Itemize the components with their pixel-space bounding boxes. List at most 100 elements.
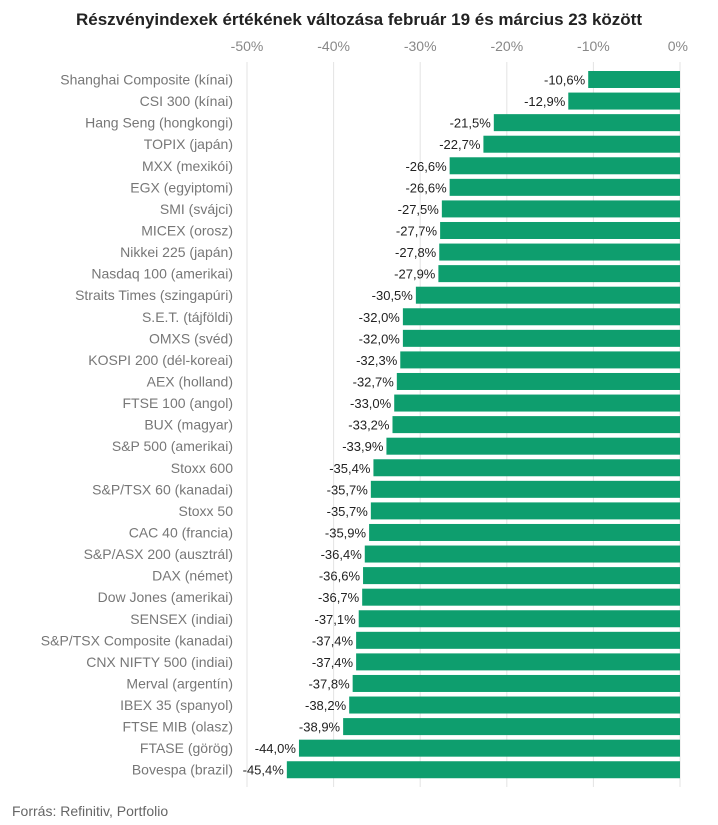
category-label: FTSE 100 (angol) — [123, 395, 234, 411]
value-label: -44,0% — [255, 741, 297, 756]
category-label: S&P/TSX Composite (kanadai) — [41, 632, 233, 648]
source-note: Forrás: Refinitiv, Portfolio — [12, 803, 169, 819]
x-tick-label: 0% — [668, 38, 688, 54]
category-label: S&P 500 (amerikai) — [112, 438, 233, 454]
value-label: -32,0% — [359, 310, 401, 325]
bar — [298, 739, 680, 757]
value-labels: -10,6% -12,9% -21,5% -22,7% -26,6% -26,6% -27,… — [243, 73, 586, 778]
value-label: -27,8% — [395, 245, 437, 260]
category-label: Dow Jones (amerikai) — [98, 589, 233, 605]
value-label: -10,6% — [544, 73, 586, 88]
value-label: -12,9% — [524, 94, 566, 109]
value-label: -36,6% — [319, 569, 361, 584]
category-label: TOPIX (japán) — [144, 136, 233, 152]
value-label: -33,9% — [342, 439, 384, 454]
value-label: -45,4% — [243, 763, 285, 778]
category-label: SMI (svájci) — [160, 201, 233, 217]
bar — [358, 610, 680, 628]
bar — [356, 653, 680, 671]
category-label: MXX (mexikói) — [142, 158, 233, 174]
bar — [440, 221, 680, 239]
category-label: EGX (egyiptomi) — [130, 179, 233, 195]
bar — [352, 674, 680, 692]
category-label: Straits Times (szingapúri) — [75, 287, 233, 303]
bar — [449, 178, 680, 196]
category-labels: Shanghai Composite (kínai) CSI 300 (kínai… — [41, 72, 233, 778]
value-label: -35,4% — [329, 461, 371, 476]
category-label: AEX (holland) — [147, 373, 233, 389]
x-tick-label: -20% — [490, 38, 523, 54]
bar — [438, 265, 680, 283]
value-label: -35,9% — [325, 525, 367, 540]
x-tick-label: -40% — [317, 38, 350, 54]
bar — [356, 631, 680, 649]
bar — [449, 157, 680, 175]
category-label: FTASE (görög) — [140, 740, 233, 756]
category-label: CSI 300 (kínai) — [140, 93, 233, 109]
category-label: IBEX 35 (spanyol) — [120, 697, 233, 713]
category-label: Stoxx 50 — [179, 503, 234, 519]
category-label: MICEX (orosz) — [141, 222, 233, 238]
bar — [369, 523, 680, 541]
bar — [439, 243, 680, 261]
category-label: Hang Seng (hongkongi) — [85, 115, 233, 131]
bar — [392, 416, 680, 434]
category-label: SENSEX (indiai) — [130, 611, 233, 627]
bar — [588, 71, 680, 88]
value-label: -35,7% — [327, 504, 369, 519]
value-label: -36,7% — [318, 590, 360, 605]
value-label: -27,7% — [396, 223, 438, 238]
bar — [370, 480, 680, 498]
bar — [394, 394, 680, 412]
x-tick-label: -10% — [577, 38, 610, 54]
category-label: KOSPI 200 (dél-koreai) — [88, 352, 233, 368]
value-label: -32,7% — [353, 374, 395, 389]
bar — [483, 135, 680, 153]
value-label: -27,9% — [394, 267, 436, 282]
category-label: S&P/ASX 200 (ausztrál) — [84, 546, 233, 562]
value-label: -32,3% — [356, 353, 398, 368]
value-label: -37,4% — [312, 633, 354, 648]
category-label: DAX (német) — [152, 568, 233, 584]
value-label: -21,5% — [450, 116, 492, 131]
bar — [363, 567, 680, 585]
value-label: -26,6% — [405, 159, 447, 174]
value-label: -32,0% — [359, 331, 401, 346]
value-label: -35,7% — [327, 482, 369, 497]
value-label: -22,7% — [439, 137, 481, 152]
value-label: -33,2% — [348, 418, 390, 433]
x-axis-ticks: -50% -40% -30% -20% -10% 0% — [231, 38, 688, 54]
bar — [396, 372, 680, 390]
category-label: CAC 40 (francia) — [129, 524, 233, 540]
category-label: CNX NIFTY 500 (indiai) — [86, 654, 233, 670]
chart-title: Részvényindexek értékének változása febr… — [75, 10, 642, 29]
bar — [343, 718, 680, 736]
category-label: FTSE MIB (olasz) — [123, 719, 233, 735]
value-label: -37,4% — [312, 655, 354, 670]
x-tick-label: -30% — [404, 38, 437, 54]
category-label: Merval (argentín) — [126, 675, 233, 691]
bar — [370, 502, 680, 520]
bar — [373, 459, 680, 477]
bar — [286, 761, 680, 779]
value-label: -33,0% — [350, 396, 392, 411]
bar — [400, 351, 680, 369]
category-label: Nasdaq 100 (amerikai) — [91, 266, 233, 282]
bars — [286, 71, 680, 779]
category-label: Nikkei 225 (japán) — [120, 244, 233, 260]
value-label: -30,5% — [372, 288, 414, 303]
bar — [402, 329, 680, 347]
bar — [349, 696, 680, 714]
value-label: -26,6% — [405, 180, 447, 195]
bar — [568, 92, 680, 110]
bar — [441, 200, 680, 218]
value-label: -38,2% — [305, 698, 347, 713]
value-label: -37,8% — [308, 676, 350, 691]
category-label: BUX (magyar) — [144, 417, 233, 433]
bar — [402, 308, 680, 326]
bar — [364, 545, 680, 563]
value-label: -37,1% — [315, 612, 357, 627]
category-label: OMXS (svéd) — [149, 330, 233, 346]
bar — [362, 588, 680, 606]
